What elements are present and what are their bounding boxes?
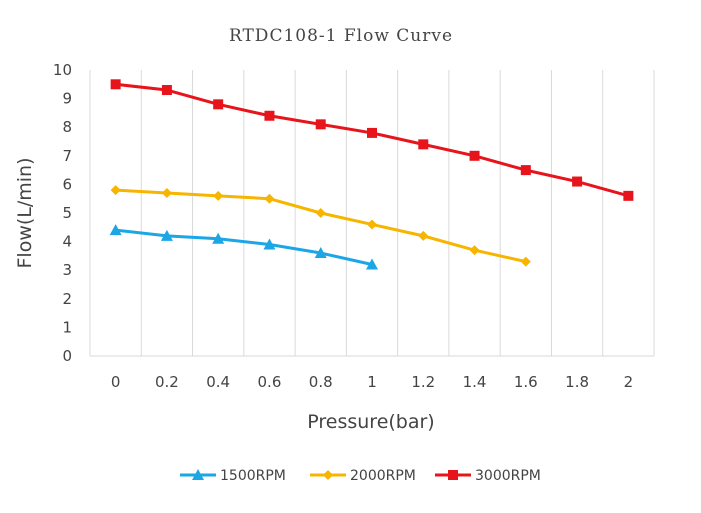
y-axis-ticks: 0 1 2 3 4 5 6 7 8 9 10 xyxy=(53,61,72,365)
data-point-3000rpm xyxy=(213,99,224,110)
legend-item-1500rpm: 1500RPM xyxy=(180,468,286,484)
y-tick-label: 8 xyxy=(62,118,72,136)
data-point-3000rpm xyxy=(623,190,634,201)
data-point-2000rpm xyxy=(367,219,377,230)
data-point-3000rpm xyxy=(315,119,326,130)
y-tick-label: 0 xyxy=(62,347,72,365)
x-tick-label: 0.4 xyxy=(206,373,230,391)
chart-title: RTDC108-1 Flow Curve xyxy=(229,26,453,46)
data-point-2000rpm xyxy=(315,208,326,218)
legend-item-2000rpm: 2000RPM xyxy=(310,468,416,484)
data-point-3000rpm xyxy=(572,176,583,187)
series-1500rpm xyxy=(109,224,378,270)
x-tick-label: 0.6 xyxy=(258,373,282,391)
y-tick-label: 4 xyxy=(62,233,72,251)
legend: 1500RPM 2000RPM 3000RPM xyxy=(180,468,541,484)
y-axis-label: Flow(L/min) xyxy=(14,157,36,268)
y-tick-label: 1 xyxy=(62,318,72,336)
series-layer xyxy=(109,79,634,270)
x-tick-label: 1.8 xyxy=(565,373,589,391)
data-point-2000rpm xyxy=(110,185,121,196)
y-tick-label: 9 xyxy=(62,90,72,108)
legend-label: 3000RPM xyxy=(475,468,541,484)
data-point-1500rpm xyxy=(212,232,225,244)
x-tick-label: 0.2 xyxy=(155,373,179,391)
x-axis-ticks: 0 0.2 0.4 0.6 0.8 1 1.2 1.4 1.6 1.8 2 xyxy=(111,373,633,391)
data-point-1500rpm xyxy=(314,247,327,259)
series-line-1500rpm xyxy=(115,228,373,266)
data-point-2000rpm xyxy=(213,190,224,201)
data-point-3000rpm xyxy=(418,139,429,150)
y-tick-label: 3 xyxy=(62,261,72,279)
data-point-1500rpm xyxy=(109,224,122,236)
data-point-2000rpm xyxy=(469,245,480,256)
y-tick-label: 10 xyxy=(53,61,72,79)
legend-marker xyxy=(448,470,458,480)
data-point-1500rpm xyxy=(160,229,173,241)
x-tick-label: 1 xyxy=(367,373,377,391)
series-3000rpm xyxy=(110,79,634,201)
data-point-3000rpm xyxy=(264,110,275,121)
x-tick-label: 0.8 xyxy=(309,373,333,391)
legend-marker xyxy=(192,469,204,480)
legend-marker xyxy=(323,470,333,480)
x-tick-label: 0 xyxy=(111,373,121,391)
x-tick-label: 1.2 xyxy=(411,373,435,391)
data-point-3000rpm xyxy=(520,165,531,176)
data-point-3000rpm xyxy=(469,150,480,161)
data-point-2000rpm xyxy=(520,256,531,267)
data-point-3000rpm xyxy=(367,127,377,138)
x-axis-label: Pressure(bar) xyxy=(307,411,434,433)
series-2000rpm xyxy=(110,185,531,267)
data-point-2000rpm xyxy=(161,187,172,198)
data-point-3000rpm xyxy=(110,79,121,90)
data-point-2000rpm xyxy=(418,230,429,241)
data-point-1500rpm xyxy=(263,238,276,250)
legend-item-3000rpm: 3000RPM xyxy=(435,468,541,484)
grid-lines xyxy=(89,70,655,357)
y-tick-label: 2 xyxy=(62,290,72,308)
y-tick-label: 7 xyxy=(62,147,72,165)
x-tick-label: 2 xyxy=(624,373,634,391)
y-tick-label: 5 xyxy=(62,204,72,222)
x-tick-label: 1.4 xyxy=(463,373,487,391)
data-point-1500rpm xyxy=(366,258,378,270)
legend-label: 2000RPM xyxy=(350,468,416,484)
x-tick-label: 1.6 xyxy=(514,373,538,391)
legend-label: 1500RPM xyxy=(220,468,286,484)
data-point-3000rpm xyxy=(161,85,172,96)
data-point-2000rpm xyxy=(264,193,275,204)
y-tick-label: 6 xyxy=(62,175,72,193)
